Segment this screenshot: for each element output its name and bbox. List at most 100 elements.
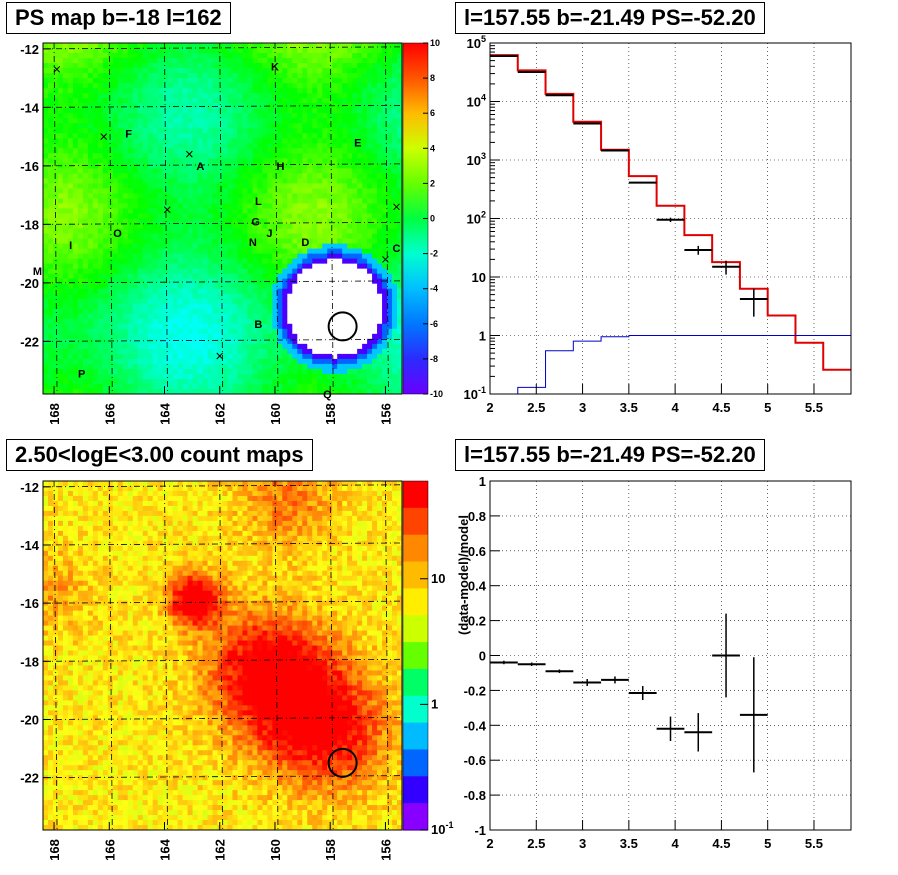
heatmap-cell xyxy=(297,98,303,104)
heatmap-cell xyxy=(342,73,348,79)
heatmap-cell xyxy=(242,263,248,270)
heatmap-cell xyxy=(157,48,164,54)
heatmap-cell xyxy=(157,388,164,395)
heatmap-cell xyxy=(347,163,353,169)
heatmap-cell xyxy=(252,58,258,64)
heatmap-cell xyxy=(382,128,388,134)
heatmap-cell xyxy=(222,313,228,320)
heatmap-cell xyxy=(397,53,403,59)
heatmap-cell xyxy=(327,248,333,255)
heatmap-cell xyxy=(82,108,89,114)
heatmap-cell xyxy=(207,83,214,89)
heatmap-cell xyxy=(227,293,233,300)
heatmap-cell xyxy=(282,188,288,194)
heatmap-cell xyxy=(292,123,298,129)
heatmap-cell xyxy=(262,243,268,250)
heatmap-cell xyxy=(392,273,398,280)
heatmap-cell xyxy=(227,273,233,280)
heatmap-cell xyxy=(237,373,243,380)
heatmap-cell xyxy=(47,343,54,350)
heatmap-cell xyxy=(367,348,373,355)
heatmap-cell xyxy=(202,278,209,285)
heatmap-cell xyxy=(282,93,288,99)
heatmap-cell xyxy=(107,178,114,184)
heatmap-cell xyxy=(152,63,159,69)
heatmap-cell xyxy=(247,133,253,139)
heatmap-cell xyxy=(72,178,79,184)
heatmap-cell xyxy=(182,148,189,154)
heatmap-cell xyxy=(387,373,393,380)
heatmap-cell xyxy=(357,258,363,265)
heatmap-cell xyxy=(262,58,268,64)
heatmap-cell xyxy=(302,53,308,59)
heatmap-cell xyxy=(292,43,298,49)
heatmap-cell xyxy=(187,173,194,179)
heatmap-cell xyxy=(377,153,383,159)
heatmap-cell xyxy=(132,378,139,385)
heatmap-cell xyxy=(82,43,89,49)
heatmap-cell xyxy=(112,103,119,109)
heatmap-cell xyxy=(147,208,154,214)
heatmap-cell xyxy=(77,283,84,290)
heatmap-cell xyxy=(247,113,253,119)
heatmap-cell xyxy=(92,203,99,209)
residual-title: l=157.55 b=-21.49 PS=-52.20 xyxy=(455,439,765,471)
heatmap-cell xyxy=(292,313,298,320)
heatmap-cell xyxy=(227,58,233,64)
heatmap-cell xyxy=(122,233,129,240)
heatmap-cell xyxy=(327,218,333,225)
heatmap-cell xyxy=(67,223,74,230)
heatmap-cell xyxy=(72,128,79,134)
heatmap-cell xyxy=(47,108,54,114)
heatmap-cell xyxy=(192,298,199,305)
heatmap-cell xyxy=(387,178,393,184)
heatmap-cell xyxy=(67,363,74,370)
heatmap-cell xyxy=(342,283,348,290)
heatmap-cell xyxy=(187,98,194,104)
heatmap-cell xyxy=(382,213,388,219)
heatmap-cell xyxy=(52,128,59,134)
heatmap-cell xyxy=(222,208,228,214)
heatmap-cell xyxy=(287,73,293,79)
heatmap-cell xyxy=(232,278,238,285)
heatmap-cell xyxy=(317,298,323,305)
heatmap-cell xyxy=(97,318,104,325)
heatmap-cell xyxy=(277,383,283,390)
heatmap-cell xyxy=(62,103,69,109)
heatmap-cell xyxy=(132,308,139,315)
heatmap-cell xyxy=(297,223,303,230)
heatmap-cell xyxy=(247,363,253,370)
heatmap-cell xyxy=(132,213,139,219)
heatmap-cell xyxy=(207,313,214,320)
heatmap-cell xyxy=(82,268,89,275)
heatmap-cell xyxy=(187,213,194,219)
heatmap-cell xyxy=(332,208,338,214)
heatmap-cell xyxy=(322,308,328,315)
heatmap-cell xyxy=(247,353,253,360)
heatmap-cell xyxy=(62,193,69,199)
heatmap-cell xyxy=(167,153,174,159)
heatmap-cell xyxy=(332,183,338,189)
heatmap-cell xyxy=(312,333,318,340)
heatmap-cell xyxy=(322,268,328,275)
heatmap-cell xyxy=(72,173,79,179)
heatmap-cell xyxy=(317,283,323,290)
heatmap-cell xyxy=(302,308,308,315)
heatmap-cell xyxy=(292,388,298,395)
heatmap-cell xyxy=(72,208,79,214)
heatmap-cell xyxy=(112,173,119,179)
heatmap-cell xyxy=(57,98,64,104)
heatmap-cell xyxy=(142,223,149,230)
heatmap-cell xyxy=(182,48,189,54)
heatmap-cell xyxy=(102,93,109,99)
heatmap-cell xyxy=(192,293,199,300)
heatmap-cell xyxy=(152,193,159,199)
heatmap-cell xyxy=(232,253,238,260)
heatmap-cell xyxy=(212,73,219,79)
heatmap-cell xyxy=(202,283,209,290)
heatmap-cell xyxy=(267,158,273,164)
heatmap-cell xyxy=(67,203,74,209)
heatmap-cell xyxy=(232,83,238,89)
heatmap-cell xyxy=(162,138,169,144)
heatmap-cell xyxy=(272,48,278,54)
